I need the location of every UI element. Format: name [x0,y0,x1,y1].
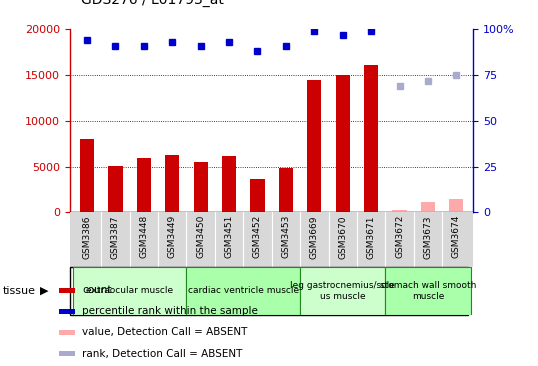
Text: GSM3673: GSM3673 [423,215,433,258]
Text: GSM3670: GSM3670 [338,215,347,258]
Bar [392,210,407,212]
Text: GSM3671: GSM3671 [366,215,376,258]
Text: percentile rank within the sample: percentile rank within the sample [82,306,258,316]
Text: GSM3387: GSM3387 [111,215,120,258]
Bar [279,168,293,212]
Bar [449,199,464,212]
Bar [59,330,75,335]
Text: tissue: tissue [3,286,36,296]
Bar [364,65,378,212]
Text: leg gastrocnemius/sole
us muscle: leg gastrocnemius/sole us muscle [291,281,395,301]
Text: GSM3386: GSM3386 [82,215,91,258]
Text: stomach wall smooth
muscle: stomach wall smooth muscle [380,281,476,301]
Text: GSM3672: GSM3672 [395,215,404,258]
Bar [59,351,75,356]
Bar [108,165,123,212]
Text: GSM3449: GSM3449 [168,215,177,258]
Bar [137,158,151,212]
Text: value, Detection Call = ABSENT: value, Detection Call = ABSENT [82,328,247,337]
Text: GDS276 / L01793_at: GDS276 / L01793_at [81,0,224,7]
Text: GSM3448: GSM3448 [139,215,148,258]
Text: GSM3674: GSM3674 [452,215,461,258]
Text: extraocular muscle: extraocular muscle [86,287,173,295]
Bar [73,267,187,315]
Bar [250,179,265,212]
Bar [59,288,75,293]
Bar [336,75,350,212]
Bar [187,267,300,315]
Text: ▶: ▶ [40,286,49,296]
Bar [194,162,208,212]
Text: count: count [82,285,112,295]
Bar [222,157,236,212]
Bar [307,80,321,212]
Bar [59,309,75,314]
Text: GSM3451: GSM3451 [224,215,233,258]
Text: GSM3453: GSM3453 [281,215,291,258]
Text: GSM3450: GSM3450 [196,215,205,258]
Text: GSM3452: GSM3452 [253,215,262,258]
Text: cardiac ventricle muscle: cardiac ventricle muscle [188,287,299,295]
Bar [80,139,94,212]
Bar [421,202,435,212]
Bar [300,267,385,315]
Text: GSM3669: GSM3669 [310,215,319,258]
Bar [385,267,471,315]
Bar [165,155,179,212]
Text: rank, Detection Call = ABSENT: rank, Detection Call = ABSENT [82,348,243,359]
